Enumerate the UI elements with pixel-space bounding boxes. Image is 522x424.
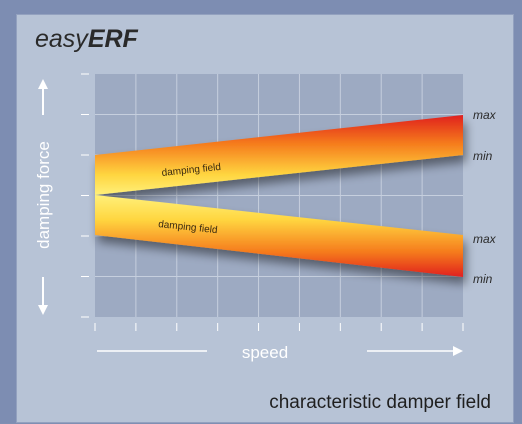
lower-damping-band xyxy=(95,195,463,277)
y-axis-up-arrow xyxy=(38,79,48,115)
diagram-panel: easyERF xyxy=(16,14,514,423)
lower-band-min-label: min xyxy=(473,272,493,286)
x-axis-ticks xyxy=(94,323,464,331)
upper-damping-band xyxy=(95,115,463,195)
damper-field-diagram: damping field damping field max min max … xyxy=(34,73,497,362)
app-title: easyERF xyxy=(35,25,138,54)
y-axis-label: damping force xyxy=(34,141,53,249)
upper-band-max-label: max xyxy=(473,108,497,122)
x-axis-right-arrow xyxy=(367,346,463,356)
upper-band-min-label: min xyxy=(473,149,493,163)
y-axis-ticks xyxy=(81,73,89,318)
y-axis-down-arrow xyxy=(38,277,48,315)
title-prefix: easy xyxy=(35,25,88,53)
x-axis-label: speed xyxy=(242,343,288,362)
diagram-caption: characteristic damper field xyxy=(269,392,491,413)
title-emphasis: ERF xyxy=(87,25,138,53)
lower-band-max-label: max xyxy=(473,232,497,246)
